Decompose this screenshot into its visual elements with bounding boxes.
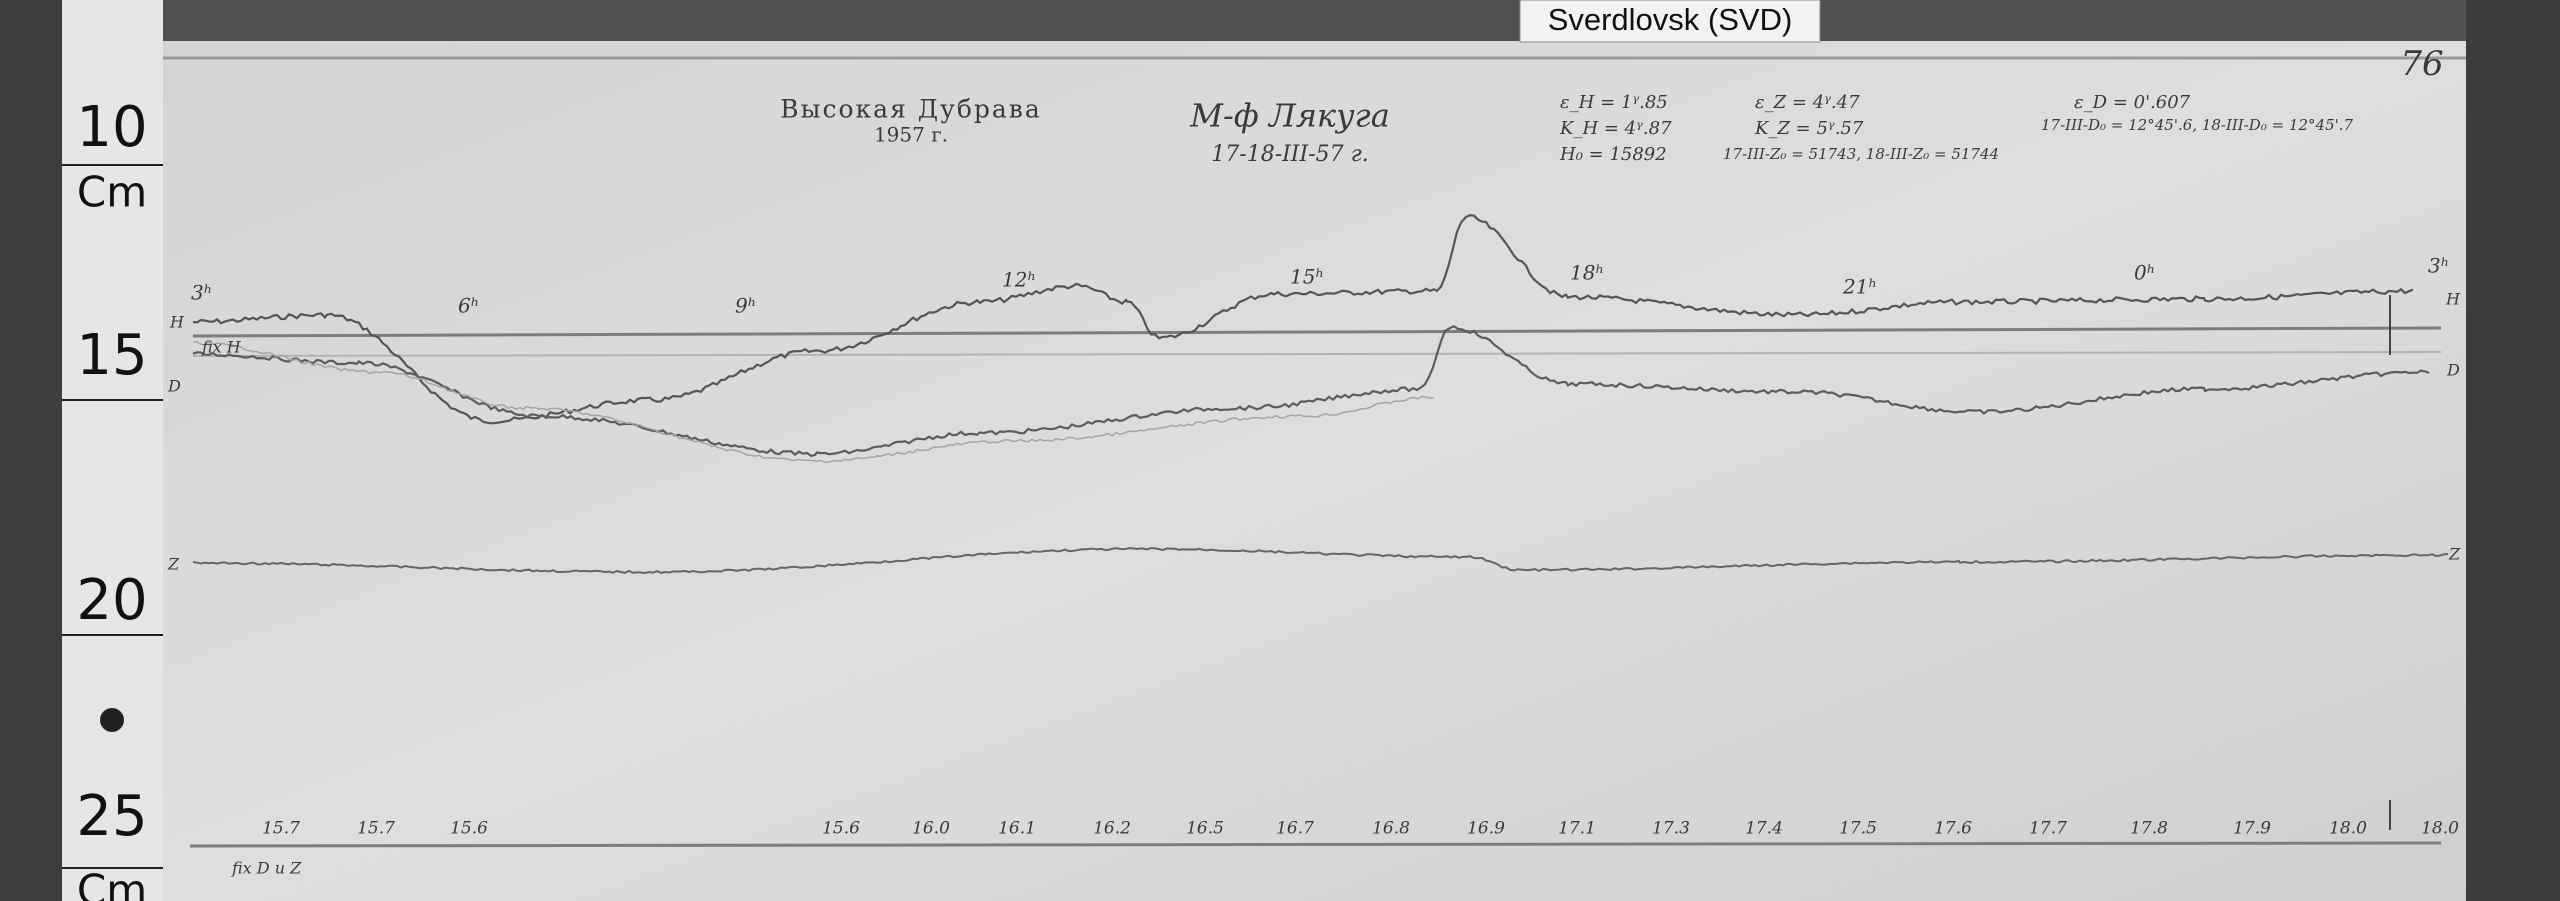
hour-mark: 3ʰ: [2428, 254, 2449, 278]
ruler-number: 15: [76, 323, 147, 388]
trace-label: Z: [2448, 545, 2461, 564]
temperature-reading: 15.6: [822, 819, 860, 839]
temperature-reading: 17.9: [2233, 819, 2271, 839]
temperature-reading: 16.2: [1093, 819, 1131, 839]
station-name: Высокая Дубрава: [780, 95, 1042, 124]
baseline-faint: [192, 351, 2442, 357]
temperature-reading: 17.3: [1652, 819, 1690, 839]
hour-mark: 15ʰ: [1290, 265, 1324, 289]
hour-marks: 3ʰ 6ʰ 9ʰ 12ʰ 15ʰ 18ʰ 21ʰ 0ʰ 3ʰ: [191, 254, 2449, 318]
constant: 17-III-D₀ = 12°45'.6, 18-III-D₀ = 12°45'…: [2041, 116, 2353, 134]
ruler-unit: Cm: [77, 168, 147, 217]
ruler-hole: [100, 708, 124, 732]
temperature-reading: 18.0: [2421, 819, 2459, 839]
constant: ε_D = 0'.607: [2074, 92, 2191, 113]
hour-mark: 9ʰ: [735, 294, 756, 318]
baseline-dz: [189, 841, 2442, 848]
temperature-readings: 15.7 15.7 15.6 15.6 16.0 16.1 16.2 16.5 16.7 16.8…: [262, 819, 2459, 839]
temperature-reading: 17.6: [1934, 819, 1972, 839]
hour-mark: 3ʰ: [191, 281, 212, 305]
ruler-strip: [62, 0, 163, 901]
temperature-reading: 17.7: [2029, 819, 2067, 839]
hour-mark: 18ʰ: [1570, 261, 1604, 285]
trace-labels: H H fix H D D Z Z fix D и Z: [167, 290, 2461, 878]
trace-label: H: [2445, 290, 2461, 309]
trace-label: fix D и Z: [231, 859, 302, 878]
dates: 17-18-III-57 г.: [1211, 142, 1368, 167]
hour-mark: 6ʰ: [458, 294, 479, 318]
station-tag: [1519, 0, 1821, 43]
temperature-reading: 16.5: [1186, 819, 1224, 839]
trace-label: D: [2446, 361, 2460, 380]
station-tag-text: Sverdlovsk (SVD): [1548, 2, 1793, 37]
trace-label: H: [169, 313, 185, 332]
trace: [193, 340, 1435, 464]
ruler-number: 20: [76, 568, 147, 633]
traces: [192, 214, 2449, 575]
trace: [192, 547, 2449, 575]
constant: ε_Z = 4ᵞ.47: [1755, 92, 1860, 113]
sheet-number: 76: [2400, 44, 2443, 84]
hour-mark: 12ʰ: [1002, 268, 1036, 292]
trace-label: D: [167, 377, 181, 396]
trace-label: fix H: [201, 338, 242, 357]
temperature-reading: 17.5: [1839, 819, 1877, 839]
temperature-reading: 16.9: [1467, 819, 1505, 839]
trace: [192, 214, 2414, 425]
trace: [192, 324, 2430, 457]
hour-mark: 21ʰ: [1842, 275, 1877, 299]
ruler: 10 Cm 15 20 25 Cm: [62, 0, 163, 901]
temperature-reading: 16.8: [1372, 819, 1410, 839]
magnetogram-sheet: [163, 41, 2466, 901]
temperature-reading: 17.4: [1745, 819, 1783, 839]
temperature-reading: 18.0: [2329, 819, 2367, 839]
hour-mark: 0ʰ: [2134, 261, 2155, 285]
baseline-h: [192, 326, 2442, 338]
trace-label: Z: [167, 555, 180, 574]
constant: H₀ = 15892: [1559, 144, 1667, 165]
ruler-number: 25: [76, 784, 147, 849]
temperature-reading: 17.1: [1558, 819, 1596, 839]
frame-left: [0, 0, 62, 901]
constant: K_H = 4ᵞ.87: [1559, 118, 1672, 139]
frame-right: [2466, 0, 2560, 901]
temperature-reading: 16.1: [998, 819, 1036, 839]
constant: ε_H = 1ᵞ.85: [1560, 92, 1668, 113]
magnetometer: М-ф Лякуга: [1189, 97, 1390, 135]
constant: 17-III-Z₀ = 51743, 18-III-Z₀ = 51744: [1723, 145, 1999, 163]
temperature-reading: 15.6: [450, 819, 488, 839]
ruler-unit: Cm: [77, 866, 147, 901]
temperature-reading: 16.0: [912, 819, 950, 839]
year: 1957 г.: [874, 123, 948, 147]
ruler-number: 10: [76, 95, 147, 160]
temperature-reading: 16.7: [1276, 819, 1314, 839]
temperature-reading: 17.8: [2130, 819, 2168, 839]
temperature-reading: 15.7: [262, 819, 300, 839]
temperature-reading: 15.7: [357, 819, 395, 839]
constant: K_Z = 5ᵞ.57: [1754, 118, 1864, 139]
